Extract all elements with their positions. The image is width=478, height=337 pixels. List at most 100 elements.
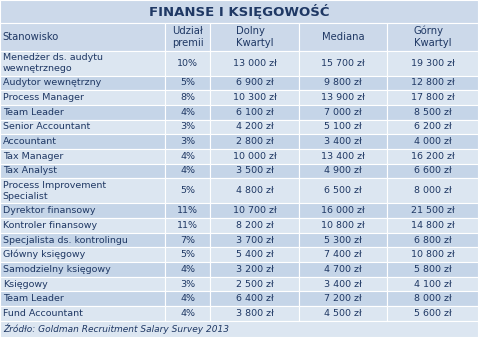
Text: 5 400 zł: 5 400 zł — [236, 250, 273, 259]
Bar — [0, 321, 478, 337]
Text: 5 800 zł: 5 800 zł — [414, 265, 451, 274]
Text: Specjalista ds. kontrolingu: Specjalista ds. kontrolingu — [3, 236, 128, 245]
Text: 8 500 zł: 8 500 zł — [414, 108, 451, 117]
Bar — [299, 233, 387, 247]
Bar — [299, 247, 387, 262]
Text: 13 000 zł: 13 000 zł — [233, 59, 276, 67]
Text: 7%: 7% — [180, 236, 195, 245]
Text: 10 800 zł: 10 800 zł — [321, 221, 365, 230]
Text: Kontroler finansowy: Kontroler finansowy — [3, 221, 97, 230]
Bar — [299, 149, 387, 164]
Text: Dolny
Kwartyl: Dolny Kwartyl — [236, 26, 273, 48]
Bar — [0, 233, 165, 247]
Text: 7 400 zł: 7 400 zł — [324, 250, 362, 259]
Text: 4 800 zł: 4 800 zł — [236, 186, 273, 195]
Bar — [0, 0, 478, 23]
Text: 3%: 3% — [180, 280, 195, 288]
Bar — [387, 149, 478, 164]
Text: FINANSE I KSIĘGOWOŚĆ: FINANSE I KSIĘGOWOŚĆ — [149, 4, 329, 19]
Bar — [0, 203, 165, 218]
Bar — [165, 292, 210, 306]
Bar — [387, 178, 478, 203]
Bar — [299, 306, 387, 321]
Bar — [0, 120, 165, 134]
Text: 3 800 zł: 3 800 zł — [236, 309, 273, 318]
Text: 3 400 zł: 3 400 zł — [324, 280, 362, 288]
Text: Tax Analyst: Tax Analyst — [3, 166, 57, 176]
Text: 4 900 zł: 4 900 zł — [324, 166, 362, 176]
Text: 10%: 10% — [177, 59, 198, 67]
Bar — [299, 23, 387, 51]
Bar — [210, 134, 299, 149]
Text: Księgowy: Księgowy — [3, 280, 48, 288]
Bar — [299, 218, 387, 233]
Bar — [210, 247, 299, 262]
Text: Tax Manager: Tax Manager — [3, 152, 63, 161]
Bar — [299, 51, 387, 75]
Text: Menedżer ds. audytu
wewnętrznego: Menedżer ds. audytu wewnętrznego — [3, 53, 103, 73]
Text: 3%: 3% — [180, 122, 195, 131]
Bar — [165, 306, 210, 321]
Bar — [165, 277, 210, 292]
Text: 2 800 zł: 2 800 zł — [236, 137, 273, 146]
Bar — [387, 75, 478, 90]
Text: Process Improvement
Specialist: Process Improvement Specialist — [3, 181, 106, 201]
Bar — [0, 134, 165, 149]
Text: 3%: 3% — [180, 137, 195, 146]
Bar — [0, 277, 165, 292]
Bar — [387, 120, 478, 134]
Text: 19 300 zł: 19 300 zł — [411, 59, 455, 67]
Bar — [165, 134, 210, 149]
Text: Górny
Kwartyl: Górny Kwartyl — [414, 26, 451, 48]
Text: 6 200 zł: 6 200 zł — [414, 122, 451, 131]
Bar — [299, 105, 387, 120]
Text: 6 500 zł: 6 500 zł — [324, 186, 362, 195]
Text: 11%: 11% — [177, 206, 198, 215]
Text: Senior Accountant: Senior Accountant — [3, 122, 90, 131]
Text: 13 400 zł: 13 400 zł — [321, 152, 365, 161]
Bar — [210, 23, 299, 51]
Bar — [210, 178, 299, 203]
Bar — [0, 247, 165, 262]
Bar — [210, 277, 299, 292]
Bar — [165, 164, 210, 178]
Bar — [387, 247, 478, 262]
Text: 17 800 zł: 17 800 zł — [411, 93, 455, 102]
Text: 3 200 zł: 3 200 zł — [236, 265, 273, 274]
Text: 5%: 5% — [180, 250, 195, 259]
Text: 4%: 4% — [180, 309, 195, 318]
Text: 21 500 zł: 21 500 zł — [411, 206, 455, 215]
Bar — [165, 149, 210, 164]
Bar — [0, 178, 165, 203]
Bar — [299, 262, 387, 277]
Text: Team Leader: Team Leader — [3, 294, 64, 303]
Text: Stanowisko: Stanowisko — [3, 32, 59, 42]
Text: 3 400 zł: 3 400 zł — [324, 137, 362, 146]
Bar — [165, 203, 210, 218]
Bar — [210, 105, 299, 120]
Text: 3 700 zł: 3 700 zł — [236, 236, 273, 245]
Text: 10 800 zł: 10 800 zł — [411, 250, 455, 259]
Text: 14 800 zł: 14 800 zł — [411, 221, 455, 230]
Bar — [165, 105, 210, 120]
Bar — [165, 120, 210, 134]
Text: 7 000 zł: 7 000 zł — [324, 108, 362, 117]
Text: 4%: 4% — [180, 294, 195, 303]
Bar — [299, 134, 387, 149]
Text: 6 600 zł: 6 600 zł — [414, 166, 451, 176]
Text: 4%: 4% — [180, 265, 195, 274]
Bar — [299, 292, 387, 306]
Text: Udział
premii: Udział premii — [172, 26, 204, 48]
Text: 15 700 zł: 15 700 zł — [321, 59, 365, 67]
Bar — [387, 164, 478, 178]
Bar — [387, 306, 478, 321]
Text: 10 300 zł: 10 300 zł — [233, 93, 276, 102]
Bar — [210, 90, 299, 105]
Text: 4 700 zł: 4 700 zł — [324, 265, 362, 274]
Bar — [299, 75, 387, 90]
Bar — [299, 164, 387, 178]
Text: 7 200 zł: 7 200 zł — [324, 294, 362, 303]
Bar — [165, 51, 210, 75]
Text: 3 500 zł: 3 500 zł — [236, 166, 273, 176]
Text: 9 800 zł: 9 800 zł — [324, 79, 362, 87]
